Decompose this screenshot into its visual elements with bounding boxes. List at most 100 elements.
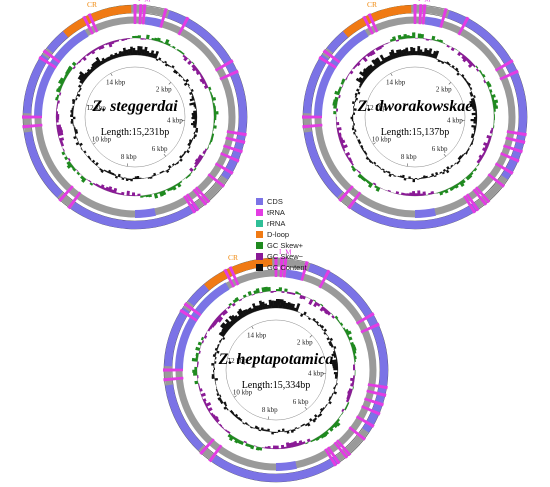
gc-content-bar [176, 161, 180, 165]
gc-content-bar [262, 429, 266, 432]
gc-content-bar [403, 178, 407, 181]
trna-mark [326, 446, 341, 465]
gc-skew-positive-bar [255, 446, 260, 451]
gc-content-bar [83, 150, 87, 154]
gc-skew-positive-bar [349, 340, 351, 344]
gc-content-bar [149, 176, 153, 179]
gc-skew-negative-bar [225, 429, 229, 433]
gc-content-bar [93, 61, 99, 69]
gc-skew-negative-bar [215, 316, 222, 323]
gc-skew-negative-bar [204, 148, 208, 152]
gc-skew-negative-bar [319, 306, 325, 312]
gc-content-bar [167, 64, 170, 67]
gc-content-bar [219, 342, 221, 345]
gc-skew-positive-bar [346, 402, 350, 406]
gc-content-bar [220, 330, 226, 336]
gc-skew-positive-bar [305, 442, 309, 445]
gc-skew-positive-bar [491, 97, 495, 101]
gc-skew-negative-bar [198, 385, 201, 390]
trna-mark [207, 173, 226, 188]
gc-skew-positive-bar [465, 175, 471, 181]
gc-content-bar [353, 131, 356, 135]
gc-content-bar [75, 142, 80, 146]
gc-content-bar [195, 129, 199, 133]
cds-block [174, 282, 230, 370]
gc-content-bar [103, 169, 107, 172]
gc-skew-negative-bar [275, 445, 279, 449]
gc-content-bar [121, 51, 125, 57]
gc-skew-negative-bar [308, 298, 314, 306]
gc-content-bar [284, 431, 287, 433]
gc-skew-positive-bar [66, 163, 73, 169]
gc-content-bar [334, 374, 338, 377]
gc-content-bar [168, 165, 172, 169]
gc-skew-positive-bar [185, 175, 189, 179]
trna-mark [494, 162, 514, 175]
gc-skew-positive-bar [278, 287, 283, 292]
gc-skew-positive-bar [487, 83, 492, 88]
scale-tick [233, 395, 237, 398]
gc-skew-negative-bar [84, 54, 88, 58]
gc-content-bar [390, 49, 397, 59]
gc-skew-negative-bar [118, 192, 122, 195]
gc-content-bar [84, 153, 87, 156]
gc-skew-positive-bar [213, 108, 217, 112]
gc-content-bar [160, 60, 163, 62]
gc-content-bar [149, 50, 155, 58]
gc-content-bar [454, 67, 459, 72]
gc-skew-negative-bar [345, 398, 350, 403]
gc-content-bar [214, 367, 216, 370]
gc-skew-positive-bar [209, 89, 211, 93]
gc-content-bar [216, 393, 220, 397]
legend-label: rRNA [267, 219, 286, 228]
gc-content-bar [456, 161, 460, 165]
gc-content-bar [445, 169, 450, 174]
gc-skew-positive-bar [80, 175, 85, 180]
trna-mark [274, 257, 278, 278]
gc-content-bar [231, 314, 238, 323]
gc-content-bar [183, 82, 188, 86]
gc-skew-negative-bar [197, 361, 199, 365]
gc-content-bar [331, 392, 334, 396]
gc-content-bar [470, 142, 474, 146]
gc-content-bar [221, 328, 228, 334]
gc-skew-positive-bar [210, 92, 213, 96]
gc-content-bar [470, 135, 474, 139]
legend-label: GC Skew+ [267, 241, 304, 250]
gc-skew-negative-bar [56, 113, 60, 117]
gc-content-bar [453, 67, 456, 70]
scale-tick [448, 82, 452, 85]
gc-skew-positive-bar [58, 79, 65, 85]
scale-tick-label: 6 kbp [432, 145, 448, 153]
gc-content-bar [216, 350, 220, 354]
trna-mark [360, 322, 380, 334]
gc-skew-negative-bar [210, 412, 215, 417]
gc-content-bar [335, 357, 338, 360]
gc-skew-negative-bar [56, 127, 63, 131]
gc-skew-positive-bar [228, 302, 233, 307]
gc-content-bar [467, 148, 470, 151]
legend-label: D-loop [267, 230, 290, 239]
gc-content-bar [76, 93, 81, 97]
gc-skew-positive-bar [481, 73, 486, 78]
gc-skew-positive-bar [213, 119, 216, 123]
gc-skew-negative-bar [82, 56, 87, 61]
trna-label: M [424, 0, 431, 4]
gc-content-bar [329, 337, 333, 342]
gc-content-bar [191, 137, 194, 141]
gc-content-bar [352, 114, 354, 117]
gc-content-bar [437, 59, 441, 63]
gc-content-bar [423, 48, 428, 56]
cds-block [350, 202, 480, 229]
gc-skew-negative-bar [118, 39, 122, 41]
gc-content-bar [222, 336, 226, 341]
species-name: Z. heptapotamica [218, 351, 334, 368]
gc-skew-negative-bar [223, 309, 228, 315]
gc-content-bar [216, 386, 218, 390]
gc-content-bar [330, 394, 333, 398]
gc-content-bar [273, 431, 276, 434]
gc-content-bar [147, 177, 151, 179]
gc-content-bar [299, 426, 302, 428]
gc-skew-positive-bar [194, 380, 199, 385]
